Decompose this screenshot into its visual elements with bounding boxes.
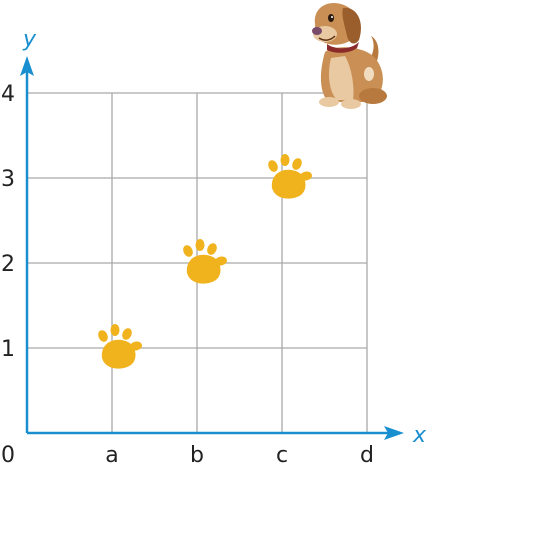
x-tick-label: d — [360, 443, 374, 468]
y-tick-label: 2 — [1, 252, 15, 277]
y-tick-label: 1 — [1, 337, 15, 362]
paw-print-icon — [266, 154, 313, 199]
x-axis-arrow-icon — [384, 426, 404, 440]
y-axis-label: y — [22, 27, 37, 52]
y-tick-label: 4 — [1, 82, 15, 107]
origin-label: 0 — [1, 443, 15, 468]
y-axis-arrow-icon — [20, 56, 34, 76]
x-tick-label: b — [190, 443, 204, 468]
x-tick-label: c — [276, 443, 288, 468]
y-tick-label: 3 — [1, 167, 15, 192]
dog-icon — [312, 2, 387, 109]
data-points — [96, 154, 313, 369]
axes: xy — [20, 27, 427, 448]
x-axis-label: x — [412, 423, 427, 448]
tick-labels: 0 a b c d 1 2 3 4 — [1, 82, 374, 468]
paw-print-icon — [181, 239, 228, 284]
paw-print-icon — [96, 324, 143, 369]
x-tick-label: a — [105, 443, 118, 468]
